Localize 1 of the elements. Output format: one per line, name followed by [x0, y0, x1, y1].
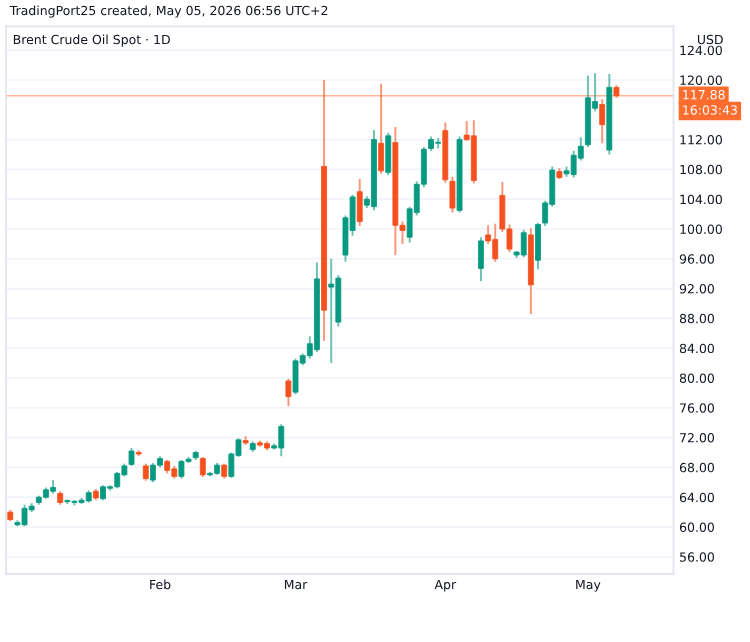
candlestick	[435, 137, 442, 150]
